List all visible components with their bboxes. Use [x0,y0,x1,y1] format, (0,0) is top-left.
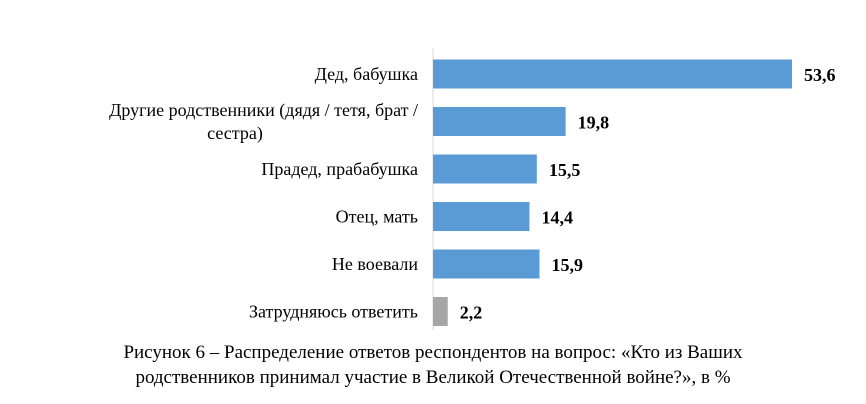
category-label: Отец, мать [336,207,418,227]
bar-chart: 53,6 Дед, бабушка 19,8 Другие родственники … [109,48,836,330]
category-label: Затрудняюсь ответить [249,302,418,322]
caption-line-2: родственников принимал участие в Великой… [135,367,731,388]
bar [433,107,566,136]
category-label: сестра) [207,123,263,144]
data-label: 15,9 [551,255,583,275]
category-label: Дед, бабушка [315,64,418,84]
data-label: 15,5 [549,160,581,180]
category-label: Другие родственники (дядя / тетя, брат / [109,100,418,121]
category-label: Не воевали [332,254,418,274]
bar [433,297,448,326]
data-label: 2,2 [460,303,483,323]
category-label: Прадед, прабабушка [261,159,418,179]
bar [433,154,537,184]
data-label: 19,8 [578,113,610,133]
figure-caption: Рисунок 6 – Распределение ответов респон… [0,340,866,390]
bar [433,59,792,89]
data-label: 53,6 [804,65,836,85]
bar [433,249,540,279]
data-label: 14,4 [541,208,573,228]
bar [433,202,530,231]
caption-line-1: Рисунок 6 – Распределение ответов респон… [123,342,743,363]
